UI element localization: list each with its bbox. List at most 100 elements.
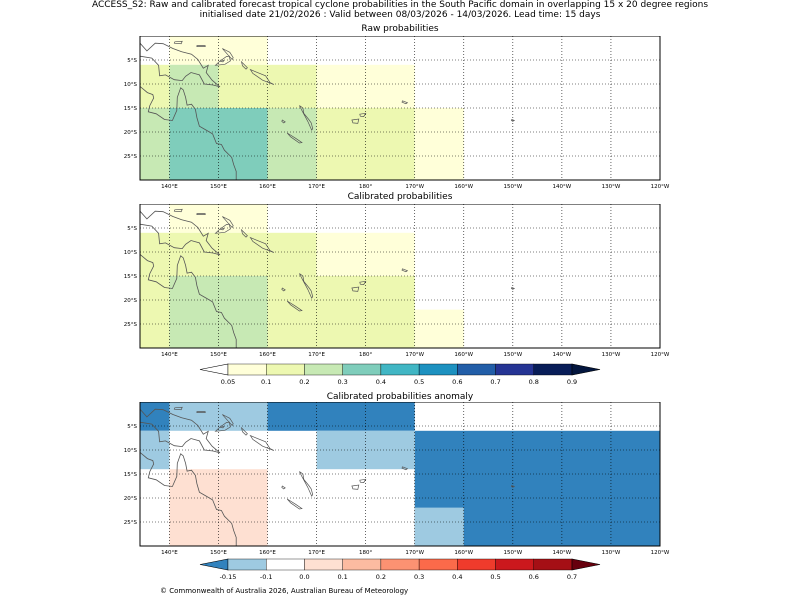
colorbar-tick-label-2: 0.0 <box>299 573 309 581</box>
island-outline-11 <box>510 119 516 122</box>
y-tick-label-1: 10°S <box>124 448 138 454</box>
y-tick-label-0: 5°S <box>127 424 137 430</box>
x-tick-label-6: 160°W <box>454 550 473 556</box>
coastline-australia <box>140 452 237 546</box>
island-outline-2 <box>240 60 248 70</box>
colorbar-extend-max <box>571 363 601 376</box>
x-tick-label-5: 170°W <box>405 550 424 556</box>
x-tick-label-7: 150°W <box>503 550 522 556</box>
coastline-australia <box>140 254 237 348</box>
x-tick-label-1: 150°E <box>210 550 227 556</box>
y-tick-label-3: 20°S <box>124 130 138 136</box>
x-tick-label-4: 180° <box>359 352 372 358</box>
island-outline-9 <box>196 45 206 47</box>
colorbar-segment-7 <box>495 363 534 376</box>
coastline-new-guinea <box>140 42 221 88</box>
x-tick-label-8: 140°W <box>553 184 572 190</box>
island-outline-7 <box>359 478 367 483</box>
x-tick-label-5: 170°W <box>405 184 424 190</box>
colorbar-segment-4 <box>380 558 420 571</box>
colorbar-tick-label-3: 0.3 <box>337 378 347 386</box>
x-tick-label-6: 160°W <box>454 352 473 358</box>
x-tick-label-8: 140°W <box>553 550 572 556</box>
colorbar-segment-0 <box>227 363 267 376</box>
x-tick-label-4: 180° <box>359 550 372 556</box>
x-tick-label-7: 150°W <box>503 352 522 358</box>
panel-title-raw: Raw probabilities <box>361 24 439 34</box>
x-tick-label-1: 150°E <box>210 184 227 190</box>
island-outline-6 <box>351 118 360 124</box>
island-outline-3 <box>249 236 275 253</box>
colorbar-tick-label-0: -0.15 <box>220 573 237 581</box>
island-outline-12 <box>220 425 225 429</box>
y-tick-label-4: 25°S <box>124 154 138 160</box>
y-tick-label-2: 15°S <box>124 106 138 112</box>
x-tick-label-1: 150°E <box>210 352 227 358</box>
island-outline-11 <box>510 287 516 290</box>
colorbar-tick-label-3: 0.1 <box>337 573 347 581</box>
colorbar-extend-max <box>571 558 601 571</box>
coastline-australia <box>140 86 237 180</box>
colorbar-segment-6 <box>457 558 496 571</box>
colorbar-tick-label-8: 0.8 <box>529 378 539 386</box>
island-outline-1 <box>222 414 234 427</box>
island-outline-8 <box>401 466 409 471</box>
island-outline-1 <box>222 48 234 61</box>
map-frame <box>139 204 661 349</box>
island-outline-3 <box>249 68 275 85</box>
colorbar-segment-7 <box>495 558 534 571</box>
island-outline-6 <box>351 484 360 490</box>
x-tick-label-10: 120°W <box>651 352 670 358</box>
island-outline-9 <box>196 213 206 215</box>
colorbar-tick-label-6: 0.6 <box>452 378 462 386</box>
x-tick-label-0: 140°E <box>161 352 178 358</box>
island-outline-2 <box>240 228 248 238</box>
island-outline-10 <box>173 40 183 45</box>
island-outline-11 <box>510 485 516 488</box>
x-tick-label-2: 160°E <box>259 184 276 190</box>
colorbar-extend-min <box>199 363 229 376</box>
x-tick-label-3: 170°E <box>308 352 325 358</box>
x-tick-label-7: 150°W <box>503 184 522 190</box>
island-outline-13 <box>281 119 286 124</box>
colorbar-tick-label-7: 0.5 <box>490 573 500 581</box>
island-outline-4 <box>299 471 314 497</box>
island-outline-0 <box>214 55 231 66</box>
colorbar-tick-label-4: 0.4 <box>376 378 386 386</box>
panel-title-anomaly: Calibrated probabilities anomaly <box>326 392 474 402</box>
island-outline-7 <box>359 112 367 117</box>
colorbar-extend-min <box>199 558 229 571</box>
region-cell-4 <box>316 232 415 276</box>
y-tick-label-4: 25°S <box>124 322 138 328</box>
colorbar-segment-2 <box>304 363 343 376</box>
island-outline-9 <box>196 411 206 413</box>
region-cell-5 <box>316 64 415 108</box>
colorbar-segment-8 <box>533 558 573 571</box>
x-tick-label-2: 160°E <box>259 352 276 358</box>
x-tick-label-9: 130°W <box>602 352 621 358</box>
coastline-new-guinea <box>140 210 221 256</box>
colorbar-tick-label-2: 0.2 <box>299 378 309 386</box>
x-tick-label-0: 140°E <box>161 550 178 556</box>
colorbar-tick-label-9: 0.9 <box>567 378 577 386</box>
island-outline-12 <box>220 59 225 63</box>
copyright-footer: © Commonwealth of Australia 2026, Austra… <box>160 587 409 595</box>
y-tick-label-0: 5°S <box>127 58 137 64</box>
region-cell-10 <box>414 108 464 180</box>
panel-title-calibrated: Calibrated probabilities <box>347 192 453 202</box>
island-outline-0 <box>214 421 231 432</box>
colorbar-segment-8 <box>533 363 573 376</box>
island-outline-3 <box>249 434 275 451</box>
region-cell-4 <box>218 64 317 108</box>
colorbar-tick-label-1: 0.1 <box>261 378 271 386</box>
island-outline-12 <box>220 227 225 231</box>
x-tick-label-6: 160°W <box>454 184 473 190</box>
island-outline-5 <box>286 498 303 510</box>
x-tick-label-3: 170°E <box>308 550 325 556</box>
x-tick-label-10: 120°W <box>651 550 670 556</box>
x-tick-label-2: 160°E <box>259 550 276 556</box>
calibrated-probabilities-map: 140°E 150°E 160°E 170°E 180° 170°W 160°W 150°W 1… <box>124 204 670 358</box>
island-outline-13 <box>281 287 286 292</box>
y-tick-label-3: 20°S <box>124 298 138 304</box>
map-frame <box>139 402 661 547</box>
